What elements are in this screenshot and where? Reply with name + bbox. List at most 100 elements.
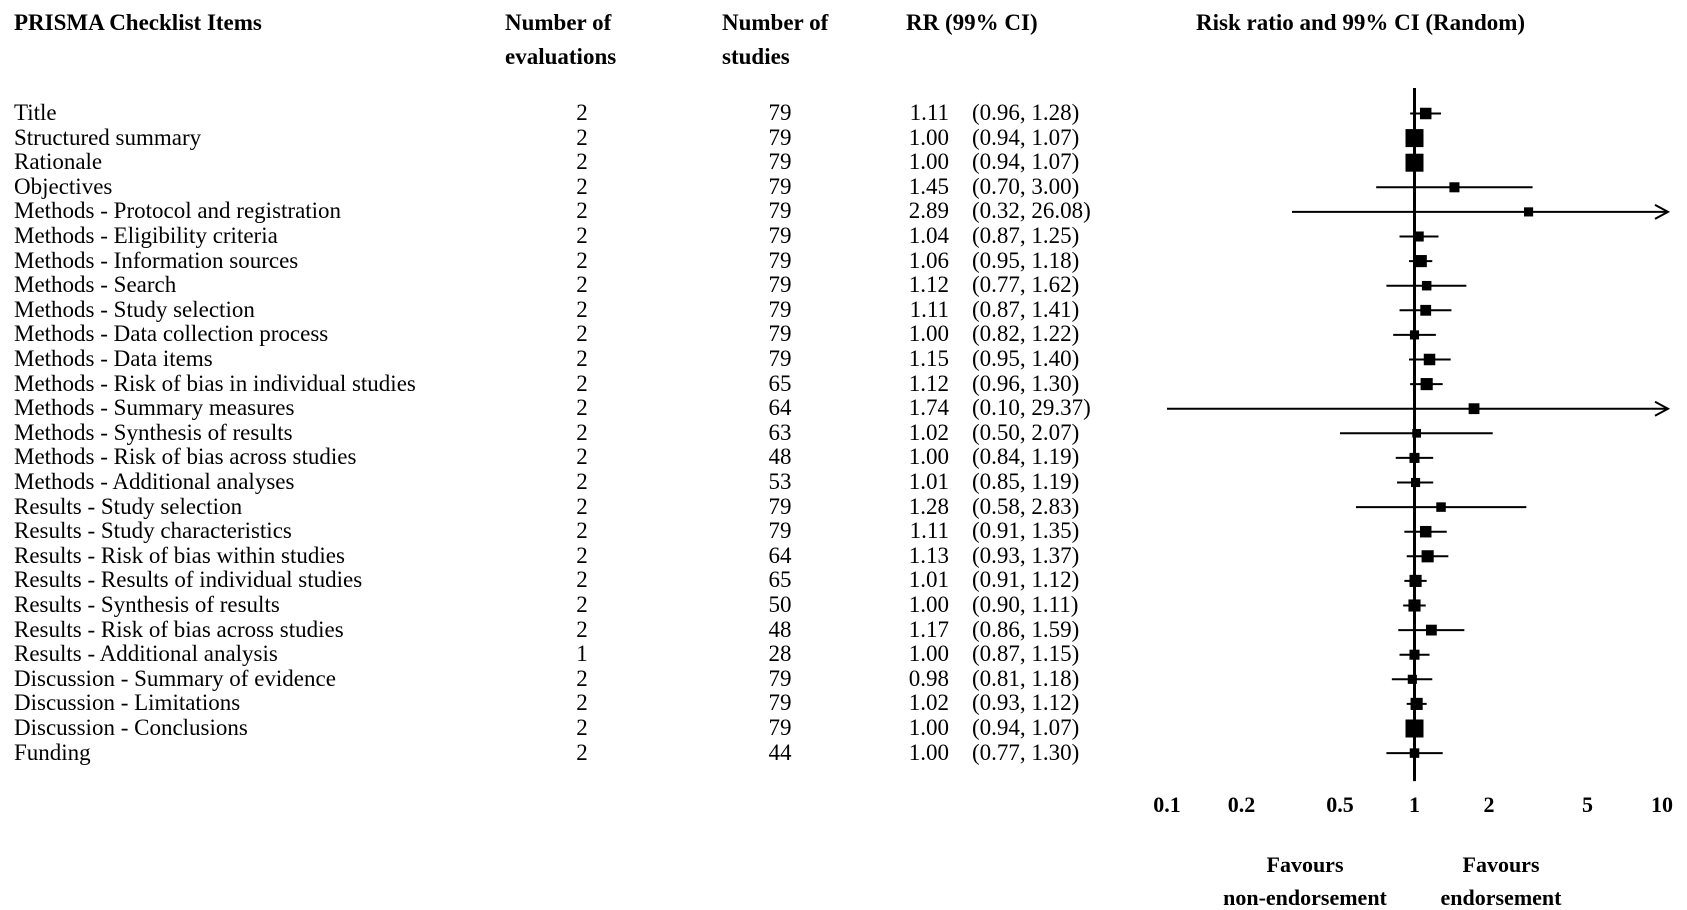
row-ci: (0.93, 1.12) — [972, 690, 1080, 716]
row-ci: (0.91, 1.35) — [972, 518, 1080, 544]
row-label: Methods - Study selection — [14, 296, 255, 322]
row-ci: (0.94, 1.07) — [972, 149, 1080, 175]
row-label: Results - Risk of bias across studies — [14, 616, 344, 642]
row-evaluations: 2 — [576, 223, 588, 248]
row-ci: (0.85, 1.19) — [972, 469, 1080, 494]
row-studies: 53 — [768, 469, 792, 494]
point-marker — [1408, 599, 1421, 612]
row-ci: (0.87, 1.15) — [972, 641, 1080, 667]
row-rr: 1.12 — [908, 272, 949, 298]
row-ci: (0.94, 1.07) — [972, 715, 1080, 740]
ci-arrow — [1654, 204, 1671, 220]
row-rr: 1.13 — [908, 542, 949, 568]
row-studies: 79 — [768, 247, 792, 273]
row-label: Results - Results of individual studies — [14, 567, 363, 593]
row-rr: 1.02 — [908, 690, 949, 716]
row-evaluations: 2 — [576, 173, 588, 199]
row-evaluations: 2 — [576, 346, 588, 371]
row-rr: 1.00 — [908, 641, 949, 667]
plot-title: Risk ratio and 99% CI (Random) — [1196, 10, 1526, 35]
point-marker — [1411, 477, 1421, 488]
row-studies: 48 — [768, 444, 792, 470]
row-studies: 79 — [768, 715, 792, 740]
row-studies: 79 — [768, 296, 792, 322]
row-ci: (0.81, 1.18) — [972, 665, 1080, 691]
row-ci: (0.84, 1.19) — [972, 444, 1080, 470]
column-header-studies: Number of studies — [722, 6, 828, 74]
row-evaluations: 2 — [576, 542, 588, 568]
row-studies: 64 — [768, 395, 792, 421]
column-header-studies-line2: studies — [722, 44, 790, 69]
point-marker — [1449, 182, 1460, 193]
row-rr: 1.15 — [908, 346, 949, 371]
row-evaluations: 2 — [576, 149, 588, 175]
row-evaluations: 2 — [576, 370, 588, 396]
table-row: Discussion - Limitations 2 79 1.02 (0.93, 1.… — [0, 691, 1130, 716]
row-evaluations: 2 — [576, 493, 588, 519]
point-marker — [1410, 697, 1423, 710]
table-row: Discussion - Conclusions 2 79 1.00 (0.94, 1.… — [0, 716, 1130, 741]
row-ci: (0.91, 1.12) — [972, 567, 1080, 593]
row-label: Methods - Data collection process — [14, 321, 329, 347]
point-marker — [1409, 649, 1420, 660]
row-ci: (0.82, 1.22) — [972, 321, 1080, 347]
row-label: Results - Study selection — [14, 493, 243, 519]
row-ci: (0.94, 1.07) — [972, 124, 1080, 150]
point-marker — [1419, 107, 1432, 120]
row-evaluations: 2 — [576, 100, 588, 125]
column-header-evaluations: Number of evaluations — [505, 6, 616, 74]
point-marker — [1409, 330, 1420, 340]
x-tick-label: 5 — [1582, 792, 1593, 817]
point-marker — [1420, 304, 1432, 316]
row-ci: (0.77, 1.62) — [972, 272, 1080, 298]
row-label: Methods - Eligibility criteria — [14, 223, 278, 248]
table-row: Methods - Study selection 2 79 1.11 (0.87, 1… — [0, 296, 1130, 323]
point-marker — [1419, 525, 1432, 538]
row-studies: 79 — [768, 149, 792, 175]
row-studies: 79 — [768, 100, 792, 125]
row-rr: 1.17 — [908, 616, 949, 642]
row-rr: 1.00 — [908, 715, 949, 740]
row-ci: (0.93, 1.37) — [972, 542, 1080, 568]
row-evaluations: 2 — [576, 296, 588, 322]
row-evaluations: 2 — [576, 592, 588, 617]
row-evaluations: 2 — [576, 198, 588, 224]
row-evaluations: 2 — [576, 272, 588, 298]
row-rr: 1.01 — [908, 567, 949, 593]
point-marker — [1414, 255, 1427, 268]
table-row: Funding 2 44 1.00 (0.77, 1.30) — [0, 739, 1130, 766]
point-marker — [1421, 550, 1434, 563]
row-ci: (0.87, 1.25) — [972, 223, 1080, 248]
row-evaluations: 2 — [576, 395, 588, 421]
row-studies: 79 — [768, 321, 792, 347]
row-ci: (0.10, 29.37) — [972, 395, 1091, 421]
table-row: Results - Study characteristics 2 79 1.11 (0… — [0, 519, 1130, 544]
row-evaluations: 2 — [576, 444, 588, 470]
row-rr: 1.06 — [908, 247, 949, 273]
point-marker — [1405, 719, 1424, 738]
row-evaluations: 2 — [576, 739, 588, 765]
row-label: Methods - Protocol and registration — [14, 198, 342, 224]
table-row: Results - Results of individual studies 2… — [0, 568, 1130, 593]
row-evaluations: 2 — [576, 518, 588, 544]
row-studies: 79 — [768, 173, 792, 199]
row-studies: 79 — [768, 272, 792, 298]
table-row: Methods - Protocol and registration 2 79 2.… — [0, 199, 1130, 224]
table-row: Methods - Risk of bias across studies 2 48… — [0, 445, 1130, 470]
row-rr: 1.74 — [908, 395, 949, 421]
row-ci: (0.96, 1.30) — [972, 370, 1080, 396]
table-row: Methods - Data collection process 2 79 1.00… — [0, 322, 1130, 347]
row-rr: 1.28 — [908, 493, 949, 519]
table-row: Results - Synthesis of results 2 50 1.00 (0.… — [0, 593, 1130, 618]
row-evaluations: 2 — [576, 715, 588, 740]
row-evaluations: 2 — [576, 690, 588, 716]
row-rr: 1.12 — [908, 370, 949, 396]
favours-left-label: non-endorsement — [1223, 885, 1387, 910]
row-label: Objectives — [14, 173, 113, 199]
favours-right-label: endorsement — [1441, 885, 1563, 910]
table-row: Structured summary 2 79 1.00 (0.94, 1.07) — [0, 124, 1130, 151]
row-label: Methods - Information sources — [14, 247, 299, 273]
point-marker — [1425, 624, 1437, 636]
row-rr: 1.11 — [909, 100, 949, 125]
table-row: Methods - Eligibility criteria 2 79 1.04 (0.… — [0, 224, 1130, 249]
